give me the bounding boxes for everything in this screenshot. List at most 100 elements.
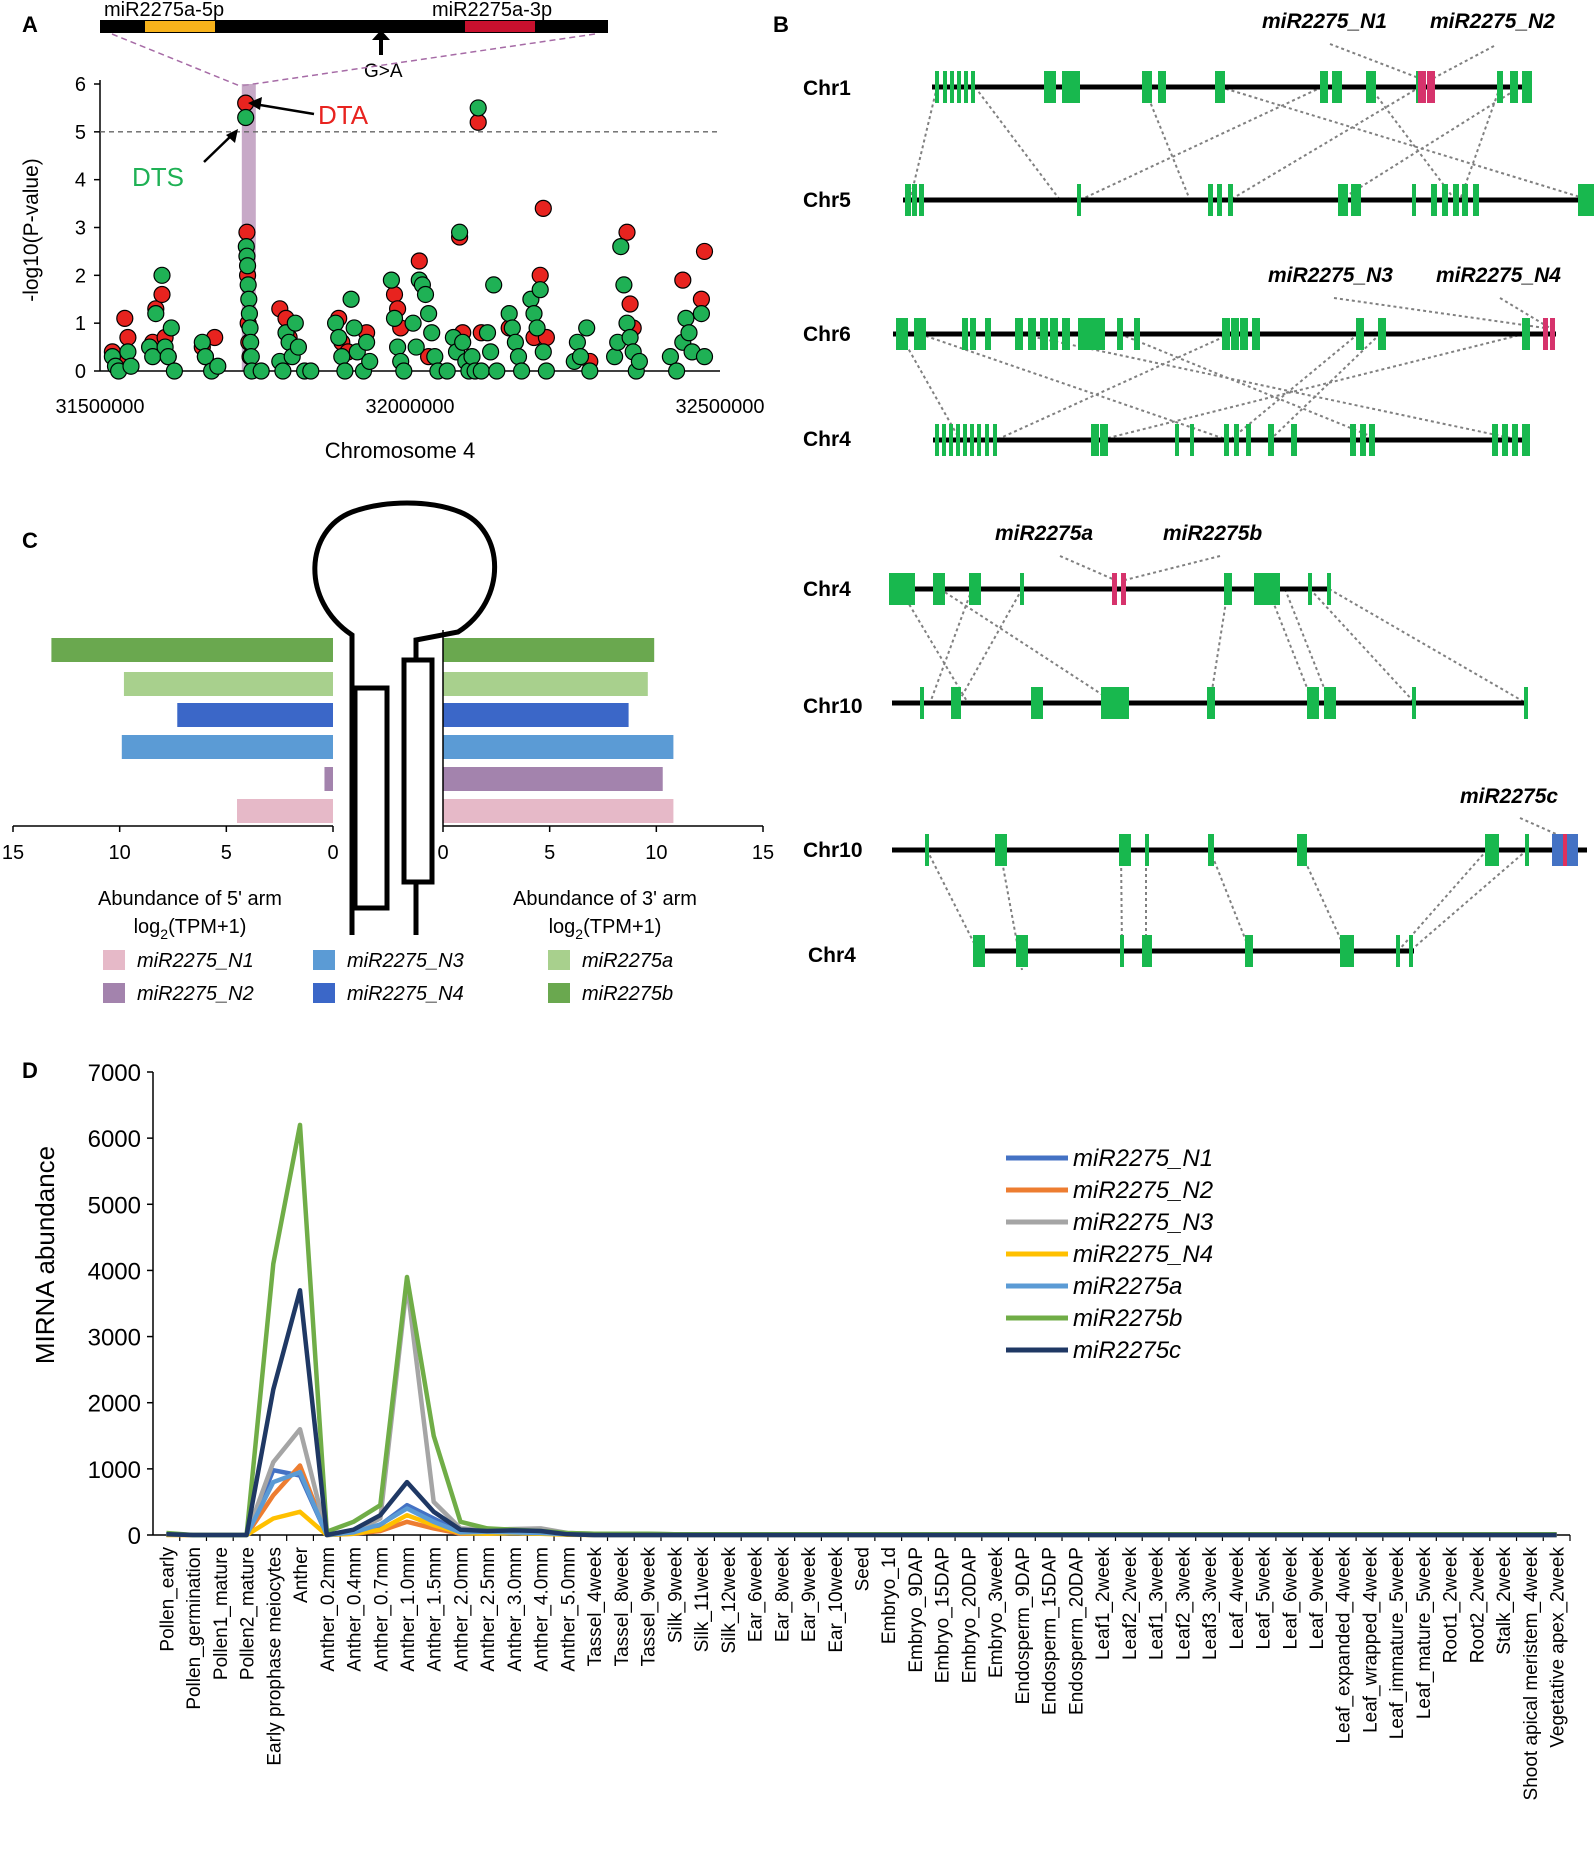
d-legend-label-miR2275_N4: miR2275_N4 [1073,1241,1213,1268]
d-xtick-label: Embryo_15DAP [933,1547,954,1683]
gene-block [1142,935,1152,967]
dts-point [534,343,552,361]
d-xtick-label: Tassel_9week [639,1547,660,1667]
dts-point [404,314,422,332]
panel-a-xlabel: Chromosome 4 [325,438,475,463]
gene-block [1044,71,1056,103]
dts-point [528,319,546,337]
dts-point [621,328,639,347]
gene-block [1119,834,1131,866]
mir-label-n1: miR2275_N1 [1262,10,1387,33]
gene-block [1453,184,1459,216]
dta-point [674,271,692,289]
gene-block [1086,318,1096,350]
series-line-miR2275c [166,1288,1557,1538]
dts-point [509,348,528,366]
synteny-link [1328,588,1527,704]
d-xtick-label: Leaf_9week [1307,1547,1328,1650]
mir-label-c: miR2275c [1460,785,1558,808]
series-line-miR2275b [166,1122,1557,1538]
bar-5p-miR2275_N1 [237,799,333,823]
d-xtick-label: Endosperm_9DAP [1013,1547,1034,1704]
c-left-tick-label: 10 [109,842,131,864]
dts-point [241,319,259,337]
gene-block [1252,318,1260,350]
d-xtick-label: Anther_1.0mm [398,1547,419,1672]
dts-point [531,281,549,299]
dts-point [193,333,211,351]
gene-block [1142,71,1152,103]
panel-a-label: A [22,12,38,37]
legend-swatch-miR2275b [548,983,570,1003]
gene-block [1340,935,1354,967]
gene-block [962,318,968,350]
dts-point [615,276,633,294]
dts-point [159,348,177,366]
dts-point [252,362,270,380]
legend-label-miR2275_N1: miR2275_N1 [137,950,254,972]
dts-point [342,290,360,308]
dts-point [438,362,456,380]
hairpin-3p-box [401,657,435,885]
dta-point [692,290,711,308]
dts-point [423,324,441,342]
dts-point [238,257,257,275]
gene-block [1254,573,1280,605]
synteny-link [1369,86,1456,201]
gene-block [1246,424,1251,456]
d-xtick-label: Leaf_mature_5week [1414,1547,1435,1720]
gene-block [1409,935,1413,967]
d-xtick-label: Anther_4.0mm [532,1547,553,1672]
d-ytick-label: 1000 [88,1457,141,1484]
gene-block [1396,935,1400,967]
d-xtick-label: Embryo_3week [986,1547,1007,1678]
gene-block [1268,424,1274,456]
synteny-link [1267,588,1314,704]
d-xtick-label: Pollen2_mature [238,1547,259,1680]
d-xtick-label: Leaf_wrapped_4week [1360,1547,1381,1733]
bar-3p-miR2275_N2 [443,767,663,791]
gene-block [1224,424,1229,456]
dta-point [618,223,636,241]
gene-block [1158,71,1166,103]
mir-label-n2: miR2275_N2 [1430,10,1555,33]
d-xtick-label: Embryo_20DAP [959,1547,980,1683]
a-xtick-label: 32000000 [366,396,455,418]
dts-point [512,362,531,380]
mirna-locus-mark [1543,318,1548,350]
gene-block [1512,424,1518,456]
gene-block [1062,71,1080,103]
c-left-tick-label: 5 [221,842,232,864]
chr-label-pair3-top: Chr4 [803,578,851,601]
dts-point [469,99,487,117]
gene-block [1050,318,1058,350]
synteny-link [1284,588,1331,704]
mir-leader-line [1059,555,1116,581]
dts-point [500,305,518,323]
gene-block [1492,424,1498,456]
gene-block [995,834,1007,866]
dts-label: DTS [132,162,184,192]
mir-leader-line [1519,817,1566,839]
dts-point [472,362,490,380]
legend-swatch-miR2275_N2 [103,983,125,1003]
d-xtick-label: Pollen_germination [184,1547,205,1710]
gene-block [1245,935,1253,967]
dts-point [677,309,695,327]
d-xtick-label: Leaf_expanded_4week [1334,1547,1355,1744]
dts-arrow-head [226,129,238,143]
gene-block [935,71,939,103]
gene-block [1078,318,1088,350]
d-xtick-label: Shoot apical meristem_4week [1521,1547,1542,1801]
a-ytick-label: 3 [75,218,86,240]
a-ytick-label: 0 [75,361,86,383]
dts-point [333,348,351,366]
gene-block [1228,184,1233,216]
gene-block [1338,184,1348,216]
synteny-link [929,588,973,704]
synteny-link [1079,86,1323,201]
synteny-link [995,333,1231,441]
gene-block [889,573,915,605]
gene-block [914,318,926,350]
legend-label-miR2275_N3: miR2275_N3 [347,950,464,972]
